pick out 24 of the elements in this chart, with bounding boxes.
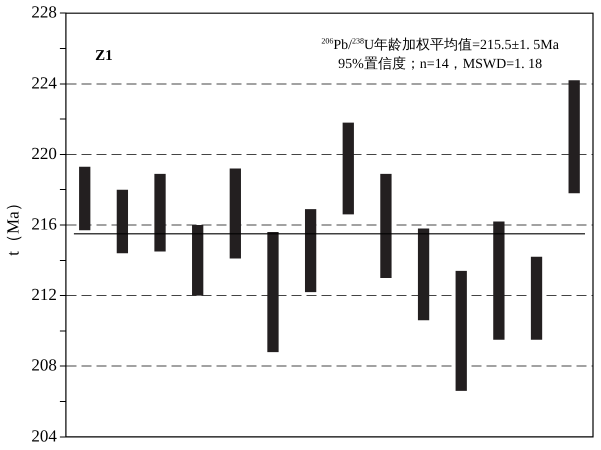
bar (342, 122, 354, 214)
bar (380, 174, 392, 278)
y-axis-title: t（Ma） (4, 194, 23, 256)
y-tick-label: 220 (31, 144, 57, 163)
y-tick-label: 208 (31, 356, 57, 375)
bar (568, 80, 580, 194)
bar (267, 232, 279, 352)
annotation: Z1 (95, 48, 113, 64)
bar (154, 174, 166, 252)
bar (493, 221, 505, 340)
bar (304, 209, 316, 292)
bar (418, 228, 430, 320)
bar (230, 168, 241, 259)
y-tick-label: 216 (31, 214, 57, 234)
y-tick-label: 228 (31, 2, 57, 22)
annotation: 95%置信度；n=14，MSWD=1. 18 (338, 56, 542, 72)
bar (79, 166, 90, 230)
bar (530, 256, 542, 340)
bar (456, 270, 467, 391)
y-tick-label: 212 (31, 285, 57, 304)
bar (116, 190, 128, 254)
y-tick-label: 204 (31, 426, 58, 446)
bar (192, 225, 204, 296)
y-tick-label: 224 (31, 73, 58, 92)
